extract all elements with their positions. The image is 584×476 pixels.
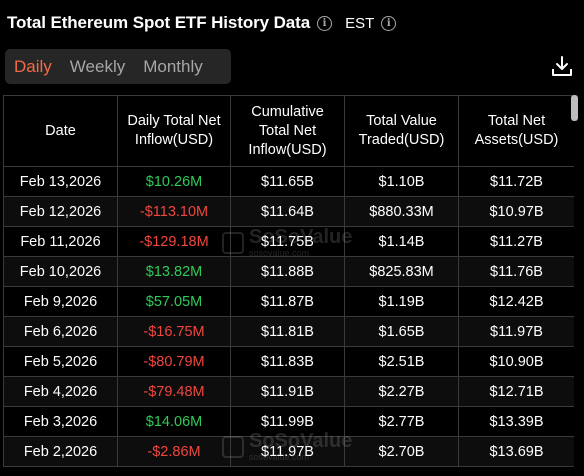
cell-value-traded: $1.19B [344, 286, 459, 317]
cell-value-traded: $2.77B [344, 406, 459, 437]
cell-daily-inflow: $13.82M [117, 256, 231, 287]
cell-daily-inflow: $14.06M [117, 406, 231, 437]
table-header-row: Date Daily Total Net Inflow(USD) Cumulat… [3, 95, 574, 167]
table-row: Feb 9,2026 $57.05M $11.87B $1.19B $12.42… [3, 286, 574, 317]
scrollbar-track[interactable] [574, 95, 584, 476]
cell-net-assets: $11.27B [458, 226, 574, 257]
cell-value-traded: $880.33M [344, 196, 459, 227]
cell-cumulative-inflow: $11.99B [230, 406, 345, 437]
cell-daily-inflow: -$2.86M [117, 436, 231, 467]
cell-cumulative-inflow: $11.87B [230, 286, 345, 317]
column-header-date[interactable]: Date [3, 95, 118, 167]
column-header-net-assets[interactable]: Total Net Assets(USD) [458, 95, 574, 167]
info-icon[interactable]: i [381, 15, 397, 31]
table-row: Feb 10,2026 $13.82M $11.88B $825.83M $11… [3, 256, 574, 287]
table-row: Feb 5,2026 -$80.79M $11.83B $2.51B $10.9… [3, 346, 574, 377]
cell-net-assets: $13.39B [458, 406, 574, 437]
cell-date: Feb 10,2026 [3, 256, 118, 287]
column-header-value-traded[interactable]: Total Value Traded(USD) [344, 95, 459, 167]
cell-net-assets: $10.97B [458, 196, 574, 227]
cell-value-traded: $1.10B [344, 166, 459, 197]
table-row: Feb 2,2026 -$2.86M $11.97B $2.70B $13.69… [3, 436, 574, 467]
column-header-cumulative-inflow[interactable]: Cumulative Total Net Inflow(USD) [230, 95, 345, 167]
cell-date: Feb 9,2026 [3, 286, 118, 317]
cell-net-assets: $10.90B [458, 346, 574, 377]
download-icon[interactable] [551, 55, 573, 77]
cell-cumulative-inflow: $11.91B [230, 376, 345, 407]
tab-monthly[interactable]: Monthly [143, 56, 203, 76]
tab-daily[interactable]: Daily [14, 56, 52, 76]
cell-net-assets: $12.42B [458, 286, 574, 317]
cell-value-traded: $2.27B [344, 376, 459, 407]
cell-date: Feb 5,2026 [3, 346, 118, 377]
period-tabs: Daily Weekly Monthly [5, 49, 231, 84]
cell-daily-inflow: -$129.18M [117, 226, 231, 257]
cell-daily-inflow: -$16.75M [117, 316, 231, 347]
cell-value-traded: $1.14B [344, 226, 459, 257]
info-icon[interactable]: i [317, 15, 333, 31]
table-row: Feb 11,2026 -$129.18M $11.75B $1.14B $11… [3, 226, 574, 257]
table-row: Feb 6,2026 -$16.75M $11.81B $1.65B $11.9… [3, 316, 574, 347]
cell-date: Feb 3,2026 [3, 406, 118, 437]
cell-net-assets: $13.69B [458, 436, 574, 467]
cell-net-assets: $12.71B [458, 376, 574, 407]
timezone-label: EST [345, 14, 375, 32]
cell-daily-inflow: $57.05M [117, 286, 231, 317]
cell-value-traded: $2.70B [344, 436, 459, 467]
cell-date: Feb 4,2026 [3, 376, 118, 407]
cell-daily-inflow: -$80.79M [117, 346, 231, 377]
cell-daily-inflow: -$113.10M [117, 196, 231, 227]
table-row: Feb 12,2026 -$113.10M $11.64B $880.33M $… [3, 196, 574, 227]
cell-cumulative-inflow: $11.97B [230, 436, 345, 467]
cell-net-assets: $11.72B [458, 166, 574, 197]
cell-cumulative-inflow: $11.88B [230, 256, 345, 287]
cell-value-traded: $825.83M [344, 256, 459, 287]
table-row: Feb 13,2026 $10.26M $11.65B $1.10B $11.7… [3, 166, 574, 197]
cell-cumulative-inflow: $11.65B [230, 166, 345, 197]
history-table-container: Date Daily Total Net Inflow(USD) Cumulat… [3, 95, 574, 476]
cell-cumulative-inflow: $11.81B [230, 316, 345, 347]
cell-date: Feb 13,2026 [3, 166, 118, 197]
scrollbar-thumb[interactable] [571, 95, 578, 121]
tab-weekly[interactable]: Weekly [69, 56, 126, 76]
table-row: Feb 3,2026 $14.06M $11.99B $2.77B $13.39… [3, 406, 574, 437]
cell-value-traded: $1.65B [344, 316, 459, 347]
cell-net-assets: $11.76B [458, 256, 574, 287]
cell-daily-inflow: -$79.48M [117, 376, 231, 407]
cell-cumulative-inflow: $11.75B [230, 226, 345, 257]
cell-date: Feb 12,2026 [3, 196, 118, 227]
cell-date: Feb 11,2026 [3, 226, 118, 257]
column-header-daily-inflow[interactable]: Daily Total Net Inflow(USD) [117, 95, 231, 167]
cell-cumulative-inflow: $11.64B [230, 196, 345, 227]
table-row: Feb 4,2026 -$79.48M $11.91B $2.27B $12.7… [3, 376, 574, 407]
cell-net-assets: $11.97B [458, 316, 574, 347]
cell-cumulative-inflow: $11.83B [230, 346, 345, 377]
cell-daily-inflow: $10.26M [117, 166, 231, 197]
cell-date: Feb 6,2026 [3, 316, 118, 347]
page-title: Total Ethereum Spot ETF History Data [7, 13, 311, 32]
header: Total Ethereum Spot ETF History Data i E… [7, 10, 397, 36]
cell-value-traded: $2.51B [344, 346, 459, 377]
cell-date: Feb 2,2026 [3, 436, 118, 467]
history-table: Date Daily Total Net Inflow(USD) Cumulat… [3, 95, 574, 467]
